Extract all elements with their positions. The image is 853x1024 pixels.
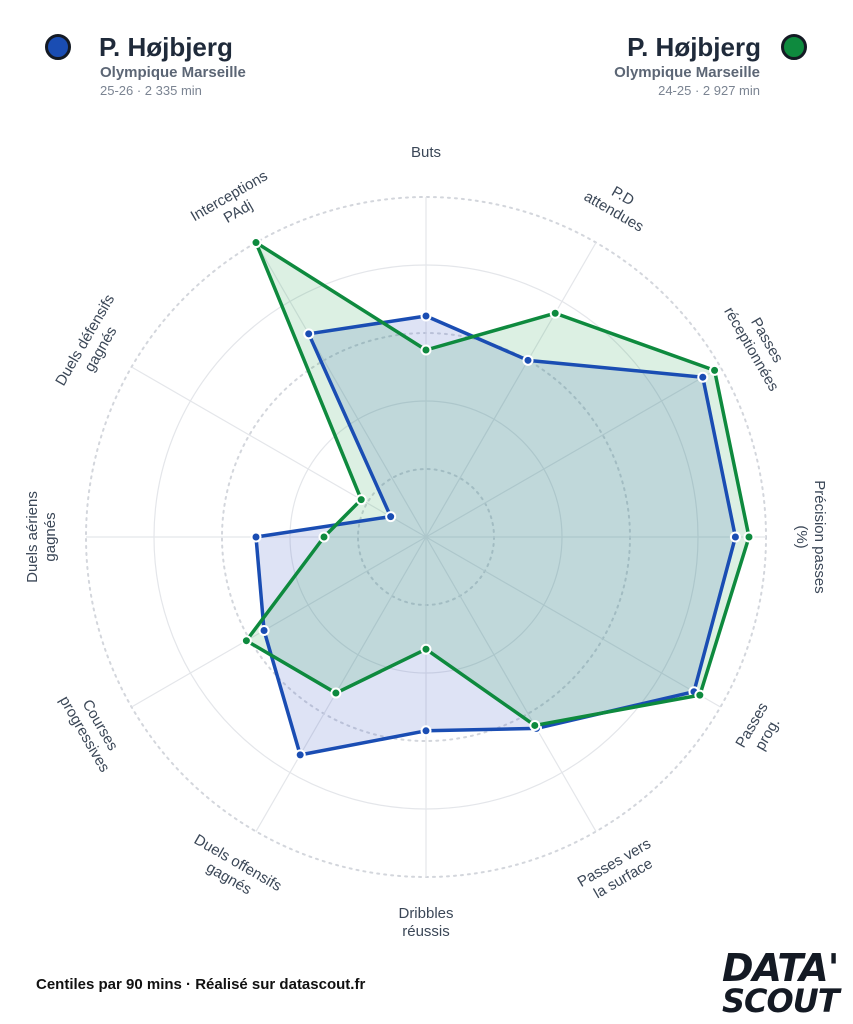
axis-label-0-line-0: Buts [411,144,441,161]
axis-spoke-5 [425,536,597,832]
axis-label-3: Précision passes(%) [793,480,828,593]
series-0-point-9 [250,531,262,543]
player-left-color-dot [45,34,71,60]
logo-line-2: SCOUT [722,982,840,1020]
series-1-point-1 [549,307,561,319]
series-1-point-0 [420,344,432,356]
series-1-point-8 [240,635,252,647]
axis-spoke-11 [255,242,427,538]
axis-spoke-8 [131,536,427,708]
axis-label-5: Passes versla surface [575,835,663,906]
series-1-point-5 [529,719,541,731]
player-right-name: P. Højbjerg [627,32,761,62]
axis-label-4: Passesprog. [732,700,787,760]
axis-label-10: Duels défensifsgagnés [52,292,134,398]
axis-label-1: P.Dattendues [581,172,656,235]
axis-label-6-line-0: Dribbles [398,905,453,922]
player-left-meta: 25-26 · 2 335 min [100,83,202,98]
logo-line-1: DATA' [722,946,839,990]
series-0-point-11 [303,328,315,340]
player-right-meta: 24-25 · 2 927 min [658,83,760,98]
player-left-header: P. Højbjerg Olympique Marseille 25-26 · … [45,30,246,99]
series-0-point-6 [420,725,432,737]
series-0-point-8 [258,625,270,636]
series-0-point-10 [385,511,397,523]
axis-spoke-1 [425,242,597,538]
axis-label-9-line-1: gagnés [42,512,59,561]
axis-label-6: Dribbles réussis [398,905,453,940]
axis-label-7: Duels offensifsgagnés [182,831,284,910]
axis-label-9: Duels aériensgagnés [24,491,59,583]
axis-label-0: Buts [411,144,441,161]
series-0-point-7 [294,749,306,761]
axis-label-3-line-0: Précision passes [811,480,828,593]
series-0-point-1 [522,354,534,366]
player-right-color-dot [781,34,807,60]
player-right-club: Olympique Marseille [614,64,760,81]
axis-spoke-10 [131,366,427,538]
radar-axes [86,197,766,877]
series-1-point-4 [694,689,706,701]
footer-caption: Centiles par 90 mins · Réalisé sur datas… [36,976,366,993]
series-1-point-3 [743,531,755,543]
series-0-point-2 [697,371,709,383]
series-0-area [256,316,736,755]
series-0-point-0 [420,310,432,322]
series-1-area [246,242,749,726]
axis-label-8: Coursesprogressives [56,684,129,775]
axis-spoke-7 [255,536,427,832]
series-1-point-7 [330,687,342,699]
series-1-point-9 [318,531,330,543]
series-1-point-6 [420,643,432,655]
axis-label-3-line-1: (%) [793,525,810,548]
axis-spoke-4 [425,536,721,708]
series-0-point-3 [729,531,741,543]
player-left-name: P. Højbjerg [99,32,233,62]
datascout-logo: DATA' SCOUT [722,946,840,1020]
axis-label-2: Passesréceptionnées [720,295,797,394]
player-left-club: Olympique Marseille [100,64,246,81]
radar-series [240,237,755,761]
axis-label-11: InterceptionsPAdj [188,167,280,240]
player-right-header: P. Højbjerg Olympique Marseille 24-25 · … [614,30,807,99]
series-1-point-2 [709,364,721,376]
axis-spoke-2 [425,366,721,538]
series-1-point-11 [250,237,262,249]
series-1-point-10 [355,494,367,506]
axis-label-9-line-0: Duels aériens [24,491,41,583]
axis-label-6-line-1: réussis [402,923,450,940]
